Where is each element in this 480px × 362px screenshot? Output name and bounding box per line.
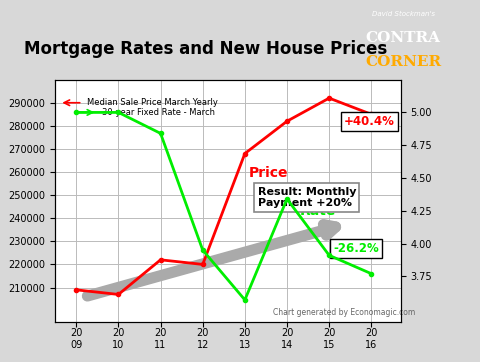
Text: Price: Price [249,166,288,180]
Text: CONTRA: CONTRA [366,31,441,45]
Text: CORNER: CORNER [365,55,441,70]
Text: Chart generated by Economagic.com: Chart generated by Economagic.com [273,308,415,317]
Text: Result: Monthly
Payment +20%: Result: Monthly Payment +20% [257,187,356,208]
Text: 30-year Fixed Rate - March: 30-year Fixed Rate - March [102,108,215,117]
Text: +40.4%: +40.4% [344,115,395,128]
Text: David Stockman's: David Stockman's [372,11,435,17]
Text: -26.2%: -26.2% [334,242,379,255]
Text: Rate: Rate [300,204,336,218]
Text: Median Sale Price March Yearly: Median Sale Price March Yearly [87,98,218,107]
Text: Mortgage Rates and New House Prices: Mortgage Rates and New House Prices [24,40,387,58]
